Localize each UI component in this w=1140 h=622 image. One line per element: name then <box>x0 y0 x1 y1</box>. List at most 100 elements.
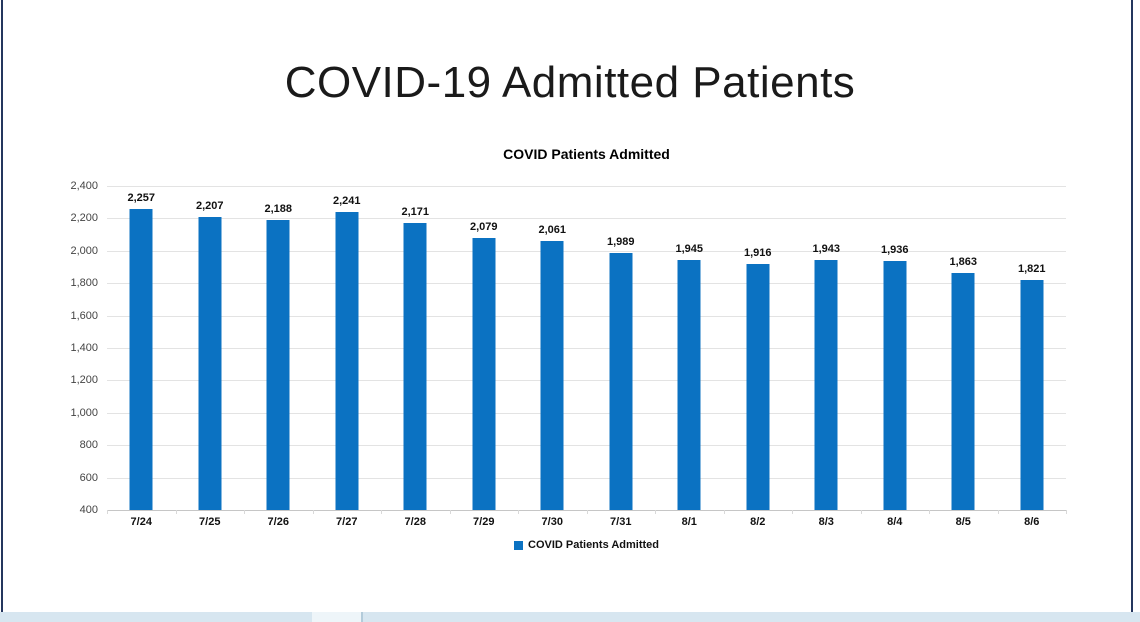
legend-marker <box>514 540 523 550</box>
x-tick-label: 8/4 <box>887 516 903 528</box>
bar <box>335 211 359 510</box>
bar-cell: 1,943 <box>792 186 861 510</box>
bar-data-label: 1,945 <box>675 242 704 255</box>
y-tick-label: 2,400 <box>70 180 98 192</box>
gridline <box>107 186 1066 187</box>
bar-cell: 2,207 <box>176 186 245 510</box>
gridline <box>107 445 1066 447</box>
x-tick-label: 7/24 <box>130 516 152 528</box>
x-tick-label: 7/31 <box>610 516 632 528</box>
x-axis-tick <box>792 510 793 514</box>
y-tick-label: 1,200 <box>70 374 98 387</box>
bar-cell: 2,188 <box>244 186 313 510</box>
x-tick-label: 8/3 <box>818 516 834 528</box>
bar-cell: 1,863 <box>929 186 998 510</box>
bar <box>540 240 564 510</box>
gridline <box>107 348 1066 349</box>
bar-data-label: 2,171 <box>401 206 430 219</box>
x-tick-label: 8/6 <box>1024 516 1040 528</box>
bar <box>746 264 770 510</box>
x-axis-tick <box>655 510 656 514</box>
bar-data-label: 1,943 <box>812 243 841 256</box>
gridline <box>107 283 1066 285</box>
gridline <box>107 477 1066 479</box>
x-axis-tick <box>860 510 862 514</box>
x-axis-tick <box>312 510 314 514</box>
bar <box>814 260 838 510</box>
x-tick-label: 7/27 <box>336 516 358 528</box>
bar-cell: 2,061 <box>518 186 587 510</box>
page-right-border <box>1131 0 1133 622</box>
x-tick-label: 7/28 <box>404 516 426 528</box>
y-tick-label: 400 <box>79 504 98 516</box>
x-tick-label: 8/2 <box>750 516 766 528</box>
y-tick-label: 2,200 <box>70 212 98 225</box>
page-title: COVID-19 Admitted Patients <box>284 58 856 107</box>
gridline <box>107 315 1066 317</box>
x-axis-tick <box>107 510 108 514</box>
bar <box>1020 279 1044 510</box>
x-axis-tick <box>449 510 451 514</box>
y-tick-label: 1,000 <box>70 406 98 419</box>
x-axis-tick <box>586 510 588 514</box>
bar-data-label: 1,821 <box>1017 262 1046 275</box>
x-axis-tick <box>381 510 382 514</box>
page-left-border <box>1 0 3 622</box>
strip-divider <box>361 612 363 622</box>
x-tick-label: 7/26 <box>267 516 289 528</box>
x-axis-tick <box>518 510 519 514</box>
bottom-strip <box>0 612 1140 622</box>
y-tick-label: 1,400 <box>70 342 98 354</box>
bar <box>883 261 907 510</box>
bar-cell: 1,821 <box>998 186 1067 510</box>
bar-data-label: 2,188 <box>264 203 293 216</box>
bar-cell: 2,241 <box>313 186 382 510</box>
bar-data-label: 2,207 <box>195 200 224 213</box>
x-tick-label: 8/5 <box>955 516 971 528</box>
x-axis-labels: 7/24 7/25 7/26 7/27 7/28 7/29 7/30 7/31 8/1 8/2 8/… <box>107 516 1066 532</box>
bar-cell: 2,079 <box>450 186 519 510</box>
bar-cell: 1,989 <box>587 186 656 510</box>
plot-area: 2,257 2,207 2,188 2,241 2,171 2,079 2,061 1,989… <box>107 186 1067 514</box>
x-tick-label: 7/25 <box>199 516 221 528</box>
bar-data-label: 2,241 <box>332 194 361 207</box>
bar <box>951 273 975 510</box>
y-tick-label: 1,600 <box>70 309 98 322</box>
gridline <box>107 412 1066 414</box>
gridline <box>107 380 1066 382</box>
bar <box>198 217 222 510</box>
bar <box>609 252 633 510</box>
y-tick-label: 600 <box>79 471 98 484</box>
bar-data-label: 1,863 <box>949 256 978 268</box>
bar <box>403 223 427 510</box>
gridline <box>107 218 1066 220</box>
bar <box>129 209 153 510</box>
legend-label: COVID Patients Admitted <box>528 539 659 551</box>
bar-cell: 1,916 <box>724 186 793 510</box>
bar-data-label: 2,061 <box>538 223 567 236</box>
bar-data-label: 1,916 <box>743 247 772 260</box>
x-tick-label: 7/29 <box>473 516 495 528</box>
bar-data-label: 1,936 <box>880 244 909 257</box>
x-axis-tick <box>723 510 725 514</box>
bar <box>266 220 290 510</box>
gridline <box>107 250 1066 252</box>
chart-title: COVID Patients Admitted <box>503 146 670 162</box>
x-axis-tick <box>997 510 999 514</box>
bar-cell: 2,171 <box>381 186 450 510</box>
x-axis-tick <box>1066 510 1067 514</box>
bar-cell: 1,945 <box>655 186 724 510</box>
bar <box>677 259 701 510</box>
bar-data-label: 1,989 <box>606 235 635 248</box>
y-tick-label: 1,800 <box>70 277 98 290</box>
y-tick-label: 2,000 <box>70 244 98 257</box>
bar-cell: 1,936 <box>861 186 930 510</box>
chart-legend: COVID Patients Admitted <box>107 539 1066 551</box>
x-tick-label: 8/1 <box>681 516 697 528</box>
strip-light-segment <box>312 612 361 622</box>
x-tick-label: 7/30 <box>541 516 563 528</box>
bar-cell: 2,257 <box>107 186 176 510</box>
y-tick-label: 800 <box>79 439 98 452</box>
bar-data-label: 2,257 <box>127 192 156 205</box>
